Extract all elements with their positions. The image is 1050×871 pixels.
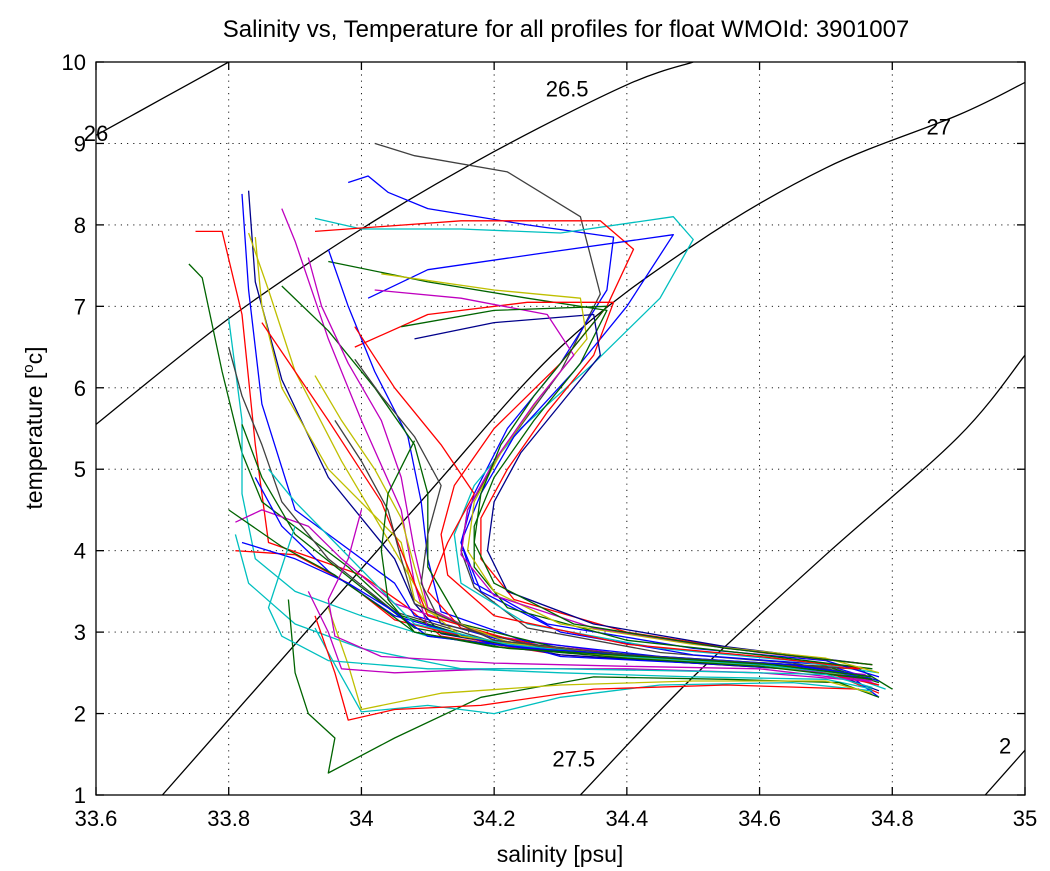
x-tick-label-6: 34.8 bbox=[871, 806, 914, 831]
profile-line-23 bbox=[314, 615, 860, 721]
y-axis-label-end: c] bbox=[21, 346, 47, 364]
y-tick-label-3: 4 bbox=[74, 539, 86, 564]
profile-line-30 bbox=[261, 322, 880, 686]
contour-label-0: 26 bbox=[84, 121, 108, 146]
contour-labels: 26 26.5 27 27.5 2 bbox=[84, 76, 1011, 771]
profile-line-40 bbox=[334, 420, 873, 678]
profile-line-5 bbox=[281, 208, 880, 686]
density-contours bbox=[96, 62, 1025, 795]
profile-line-14 bbox=[414, 313, 860, 664]
profile-line-42 bbox=[327, 509, 866, 682]
y-tick-label-5: 6 bbox=[74, 376, 86, 401]
profile-line-12 bbox=[328, 260, 873, 670]
profile-line-1 bbox=[247, 190, 880, 692]
plot-frame bbox=[95, 61, 1026, 796]
contour-label-1: 26.5 bbox=[546, 76, 589, 101]
y-axis-label: temperature [oc] bbox=[20, 346, 47, 509]
profile-line-41 bbox=[380, 440, 873, 678]
y-tick-label-1: 2 bbox=[74, 702, 86, 727]
x-tick-label-3: 34.2 bbox=[473, 806, 516, 831]
contour-label-2: 27 bbox=[926, 115, 950, 140]
x-tick-label-2: 34 bbox=[349, 806, 373, 831]
profile-line-0 bbox=[195, 230, 880, 694]
profile-line-37 bbox=[267, 468, 873, 678]
profile-lines bbox=[188, 142, 893, 774]
profile-line-17 bbox=[401, 305, 873, 666]
contour-line-3 bbox=[579, 354, 1025, 795]
y-tick-label-7: 8 bbox=[74, 213, 86, 238]
x-tick-label-4: 34.4 bbox=[605, 806, 648, 831]
profile-line-24 bbox=[327, 607, 873, 711]
chart-title: Salinity vs, Temperature for all profile… bbox=[223, 16, 910, 43]
y-tick-label-8: 9 bbox=[74, 131, 86, 156]
y-tick-label-2: 3 bbox=[74, 620, 86, 645]
contour-label-4: 2 bbox=[999, 734, 1011, 759]
profile-line-6 bbox=[247, 232, 873, 682]
y-tick-label-9: 10 bbox=[62, 50, 86, 75]
profile-line-22 bbox=[314, 627, 873, 715]
profile-line-16 bbox=[374, 289, 860, 664]
y-axis-label-main: temperature [ bbox=[21, 372, 47, 509]
profile-line-15 bbox=[381, 273, 880, 674]
y-axis-label-superscript: o bbox=[20, 364, 37, 372]
y-tick-label-0: 1 bbox=[74, 783, 86, 808]
profile-line-9 bbox=[314, 216, 880, 674]
contour-line-0 bbox=[96, 62, 230, 136]
profile-line-7 bbox=[374, 142, 873, 678]
contour-line-4 bbox=[984, 749, 1025, 795]
x-tick-label-0: 33.6 bbox=[75, 806, 118, 831]
y-tick-label-6: 7 bbox=[74, 294, 86, 319]
x-tick-label-1: 33.8 bbox=[207, 806, 250, 831]
contour-line-1 bbox=[96, 62, 694, 425]
y-tick-label-4: 5 bbox=[74, 457, 86, 482]
x-tick-label-5: 34.6 bbox=[738, 806, 781, 831]
x-axis-label: salinity [psu] bbox=[497, 841, 624, 867]
contour-line-2 bbox=[161, 81, 1025, 795]
profile-line-43 bbox=[267, 525, 873, 689]
contour-label-3: 27.5 bbox=[552, 747, 595, 772]
profile-line-10 bbox=[314, 220, 866, 670]
x-tick-label-7: 35 bbox=[1013, 806, 1037, 831]
profile-line-34 bbox=[354, 326, 860, 670]
